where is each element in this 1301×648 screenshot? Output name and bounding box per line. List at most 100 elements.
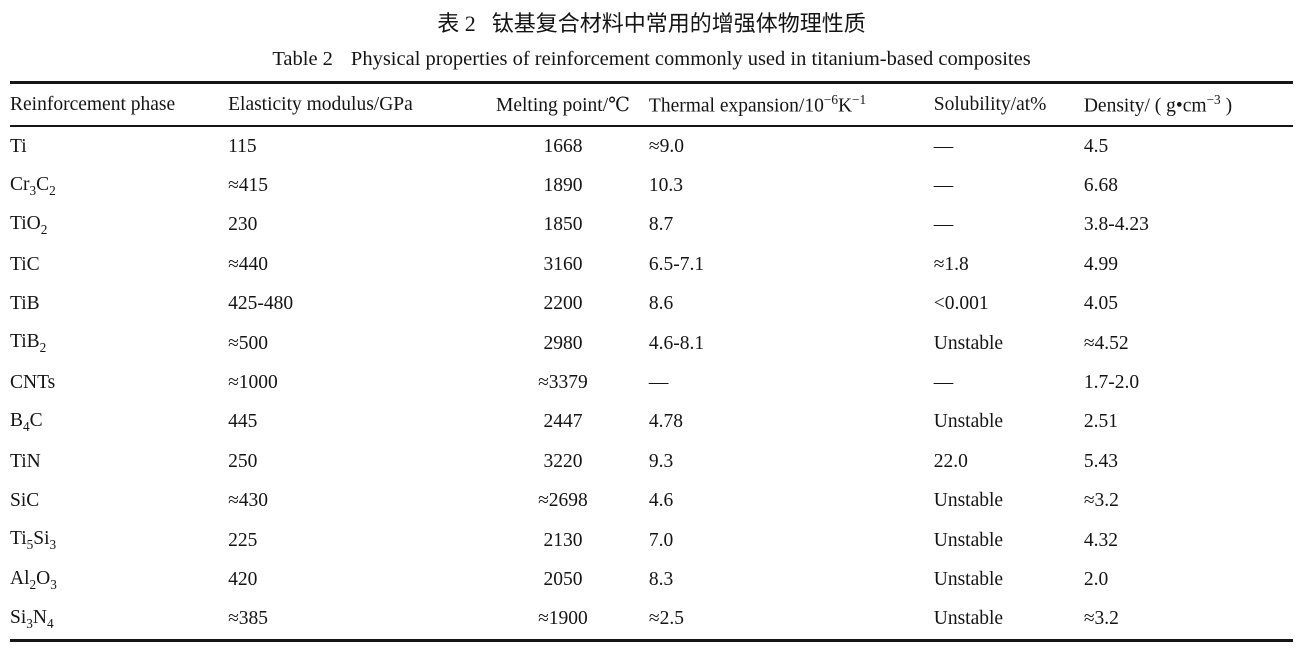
reinforcement-properties-table: Reinforcement phase Elasticity modulus/G… [10, 81, 1293, 643]
cell-elasticity-modulus: 445 [228, 411, 258, 433]
cell-solubility: — [933, 135, 954, 157]
cell-reinforcement-phase: SiC [10, 490, 40, 512]
cell-thermal-expansion: 4.78 [648, 411, 684, 433]
cell-elasticity-modulus: 115 [228, 135, 257, 157]
cell-melting-point: 1668 [543, 135, 583, 157]
cell-reinforcement-phase: TiN [10, 450, 41, 472]
cell-solubility: Unstable [933, 490, 1004, 512]
table-number-chinese: 表 2 [437, 11, 476, 36]
cell-melting-point: 3160 [543, 253, 583, 275]
cell-solubility: Unstable [933, 568, 1004, 590]
col-header-reinforcement-phase: Reinforcement phase [10, 82, 229, 127]
table-row: CNTs ≈1000 ≈3379 — — 1.7-2.0 [10, 363, 1293, 402]
cell-elasticity-modulus: 420 [228, 568, 258, 590]
table-row: TiN 250 3220 9.3 22.0 5.43 [10, 442, 1293, 481]
cell-density: ≈3.2 [1083, 490, 1119, 512]
cell-thermal-expansion: 8.7 [648, 214, 674, 236]
cell-density: ≈4.52 [1083, 332, 1129, 354]
cell-melting-point: 2980 [543, 332, 583, 354]
cell-reinforcement-phase: TiO2 [10, 213, 48, 237]
cell-elasticity-modulus: 225 [228, 529, 258, 551]
cell-thermal-expansion: 4.6-8.1 [648, 332, 705, 354]
cell-density: 3.8-4.23 [1083, 214, 1149, 236]
cell-reinforcement-phase: TiB2 [10, 331, 47, 356]
cell-reinforcement-phase: Cr3C2 [10, 173, 56, 198]
table-row: Si3N4 ≈385 ≈1900 ≈2.5 Unstable ≈3.2 [10, 600, 1293, 641]
cell-reinforcement-phase: Al2O3 [10, 567, 57, 592]
cell-thermal-expansion: 9.3 [648, 450, 674, 472]
cell-solubility: ≈1.8 [933, 253, 969, 275]
cell-solubility: — [933, 175, 954, 197]
cell-melting-point: ≈3379 [538, 372, 588, 394]
cell-elasticity-modulus: ≈440 [228, 253, 269, 275]
cell-melting-point: 1890 [543, 175, 583, 197]
cell-reinforcement-phase: TiB [10, 293, 40, 315]
cell-density: 1.7-2.0 [1083, 372, 1140, 394]
cell-density: ≈3.2 [1083, 608, 1119, 630]
cell-thermal-expansion: ≈2.5 [648, 608, 684, 630]
cell-density: 4.5 [1083, 135, 1109, 157]
table-row: Al2O3 420 2050 8.3 Unstable 2.0 [10, 560, 1293, 599]
cell-solubility: 22.0 [933, 450, 968, 472]
cell-density: 6.68 [1083, 175, 1118, 197]
cell-density: 4.05 [1083, 293, 1118, 315]
table-body: Ti 115 1668 ≈9.0 — 4.5 Cr3C2 ≈415 1890 10.3 — 6.68 T… [10, 126, 1293, 641]
cell-thermal-expansion: 6.5-7.1 [648, 253, 705, 275]
cell-melting-point: 2200 [543, 293, 583, 315]
cell-reinforcement-phase: TiC [10, 253, 40, 275]
table-caption-chinese: 表 2 钛基复合材料中常用的增强体物理性质 [10, 10, 1293, 38]
table-header-row: Reinforcement phase Elasticity modulus/G… [10, 82, 1293, 127]
cell-melting-point: ≈2698 [538, 490, 588, 512]
cell-melting-point: 1850 [543, 214, 583, 236]
col-header-elasticity-modulus: Elasticity modulus/GPa [228, 82, 477, 127]
table-row: B4C 445 2447 4.78 Unstable 2.51 [10, 403, 1293, 442]
table-caption-chinese-text: 钛基复合材料中常用的增强体物理性质 [491, 11, 866, 36]
table-number-english: Table 2 [272, 48, 333, 70]
col-header-melting-point: Melting point/℃ [477, 82, 649, 127]
table-caption-english: Table 2 Physical properties of reinforcem… [10, 46, 1293, 72]
cell-solubility: Unstable [933, 608, 1004, 630]
cell-density: 4.99 [1083, 253, 1118, 275]
col-header-solubility: Solubility/at% [933, 82, 1084, 127]
cell-elasticity-modulus: ≈1000 [228, 372, 278, 394]
cell-thermal-expansion: 8.6 [648, 293, 674, 315]
table-row: Ti 115 1668 ≈9.0 — 4.5 [10, 126, 1293, 166]
cell-elasticity-modulus: ≈385 [228, 608, 269, 630]
cell-thermal-expansion: — [648, 372, 669, 394]
cell-thermal-expansion: ≈9.0 [648, 135, 684, 157]
cell-thermal-expansion: 8.3 [648, 568, 674, 590]
cell-solubility: Unstable [933, 529, 1004, 551]
cell-melting-point: 2050 [543, 568, 583, 590]
table-row: TiO2 230 1850 8.7 — 3.8-4.23 [10, 206, 1293, 245]
cell-elasticity-modulus: 230 [228, 214, 258, 236]
cell-reinforcement-phase: Ti [10, 135, 27, 157]
cell-thermal-expansion: 10.3 [648, 175, 684, 197]
table-row: TiB 425-480 2200 8.6 <0.001 4.05 [10, 285, 1293, 324]
cell-melting-point: ≈1900 [538, 608, 588, 630]
cell-solubility: Unstable [933, 332, 1004, 354]
cell-density: 2.0 [1083, 568, 1109, 590]
cell-reinforcement-phase: CNTs [10, 372, 56, 394]
cell-solubility: Unstable [933, 411, 1004, 433]
cell-density: 5.43 [1083, 450, 1118, 472]
cell-reinforcement-phase: Ti5Si3 [10, 528, 57, 553]
cell-melting-point: 2447 [543, 411, 583, 433]
cell-density: 4.32 [1083, 529, 1118, 551]
col-header-thermal-expansion: Thermal expansion/10−6K−1 [648, 82, 934, 127]
table-row: Ti5Si3 225 2130 7.0 Unstable 4.32 [10, 521, 1293, 560]
cell-elasticity-modulus: ≈430 [228, 490, 269, 512]
table-caption-english-text: Physical properties of reinforcement com… [350, 48, 1031, 70]
cell-reinforcement-phase: Si3N4 [10, 606, 54, 631]
col-header-density: Density/ ( g•cm−3 ) [1083, 82, 1293, 127]
cell-solubility: — [933, 214, 954, 236]
cell-thermal-expansion: 7.0 [648, 529, 674, 551]
table-row: SiC ≈430 ≈2698 4.6 Unstable ≈3.2 [10, 482, 1293, 521]
cell-elasticity-modulus: 425-480 [228, 293, 294, 315]
cell-elasticity-modulus: ≈500 [228, 332, 269, 354]
table-header-row-container: Reinforcement phase Elasticity modulus/G… [10, 82, 1293, 127]
table-row: TiC ≈440 3160 6.5-7.1 ≈1.8 4.99 [10, 245, 1293, 284]
cell-melting-point: 3220 [543, 450, 583, 472]
cell-elasticity-modulus: ≈415 [228, 175, 269, 197]
cell-solubility: <0.001 [933, 293, 989, 315]
